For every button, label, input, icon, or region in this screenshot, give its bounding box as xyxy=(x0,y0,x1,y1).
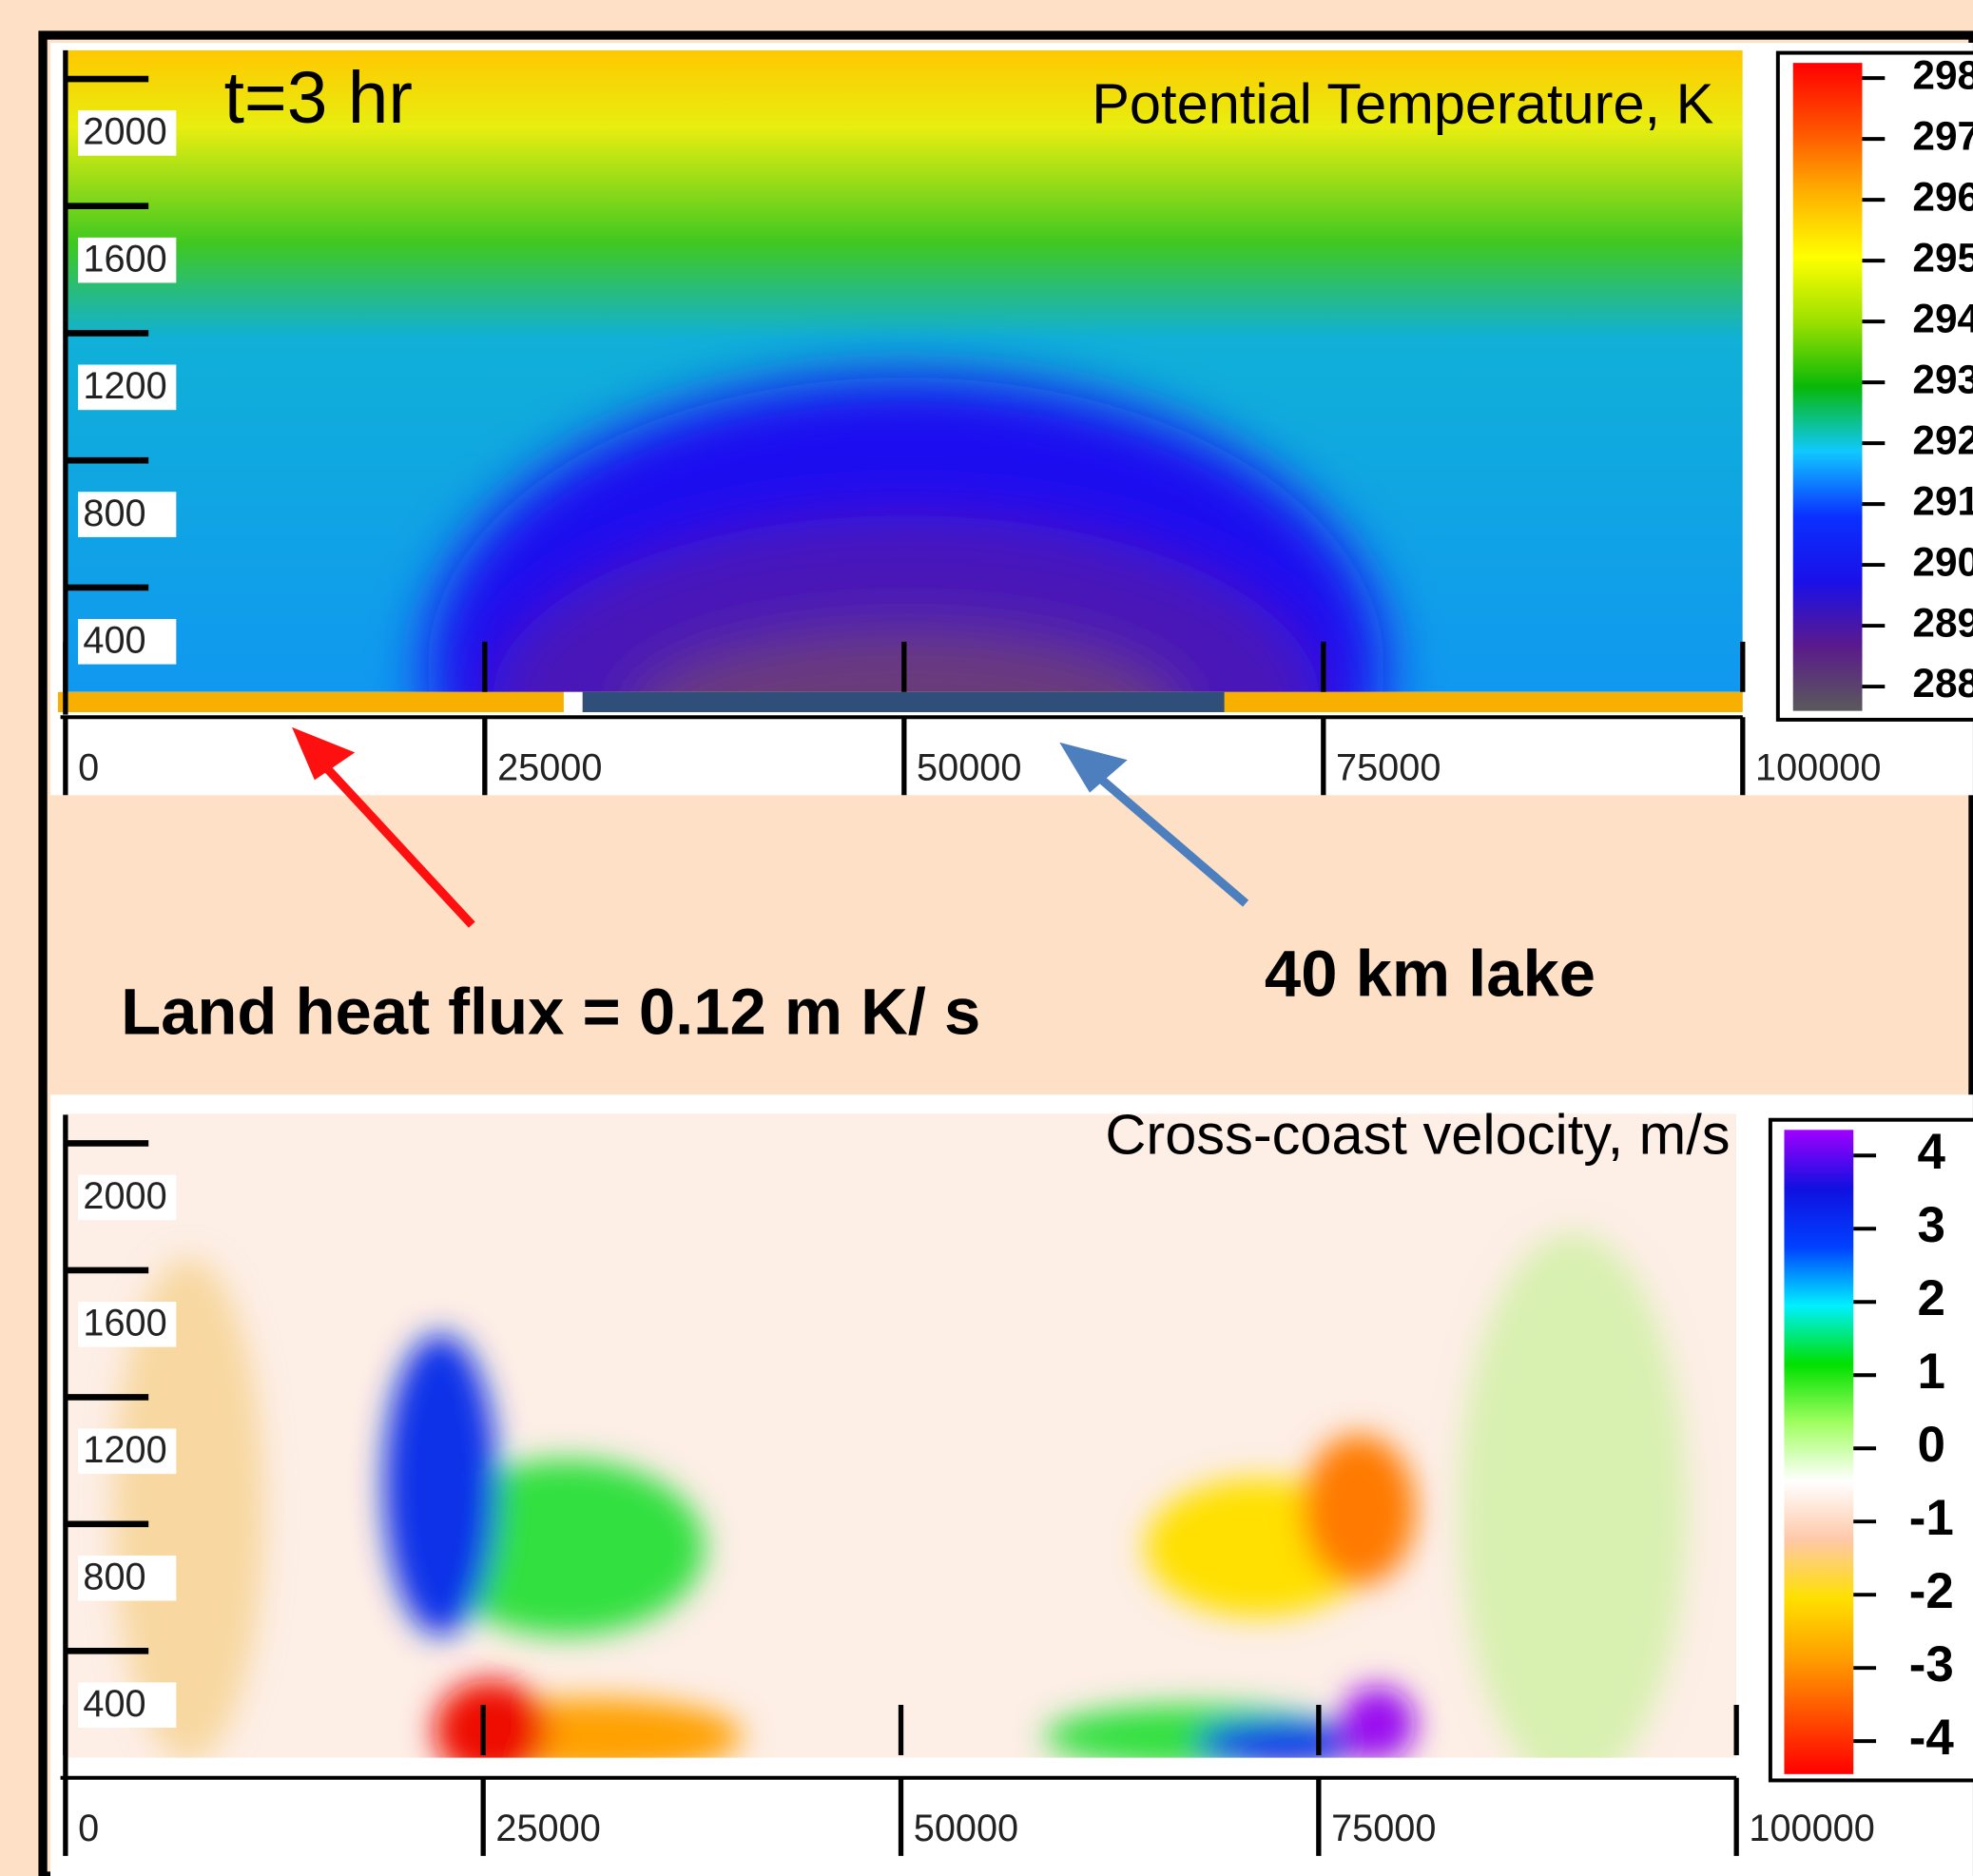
x-tick-label: 25000 xyxy=(497,746,602,788)
colorbar-label: 296 xyxy=(1912,174,1973,219)
field-bottom xyxy=(65,1113,1737,1758)
y-tick-label-bg xyxy=(78,1174,177,1221)
time-label: t=3 hr xyxy=(224,58,413,139)
colorbar-label: 292 xyxy=(1912,417,1973,462)
colorbar-label: 289 xyxy=(1912,600,1973,645)
chart-title: Cross-coast velocity, m/s xyxy=(1105,1102,1730,1166)
colorbar-label: -3 xyxy=(1909,1636,1954,1692)
x-tick-label: 50000 xyxy=(917,746,1021,788)
y-tick-label: 1200 xyxy=(83,1429,166,1471)
y-tick-label-bg xyxy=(78,1428,177,1475)
y-tick-label-bg xyxy=(78,1555,177,1601)
x-tick-label: 75000 xyxy=(1331,1808,1436,1849)
colorbar-label: 2 xyxy=(1918,1270,1945,1326)
y-tick-label: 2000 xyxy=(83,111,166,153)
lake-surface xyxy=(582,691,1225,712)
colorbar xyxy=(1784,1130,1854,1774)
x-tick-label: 100000 xyxy=(1749,1808,1874,1849)
y-tick-label-bg xyxy=(78,492,177,537)
y-tick-label: 2000 xyxy=(83,1175,166,1217)
annotation: Land heat flux = 0.12 m K/ s xyxy=(121,975,980,1048)
x-tick-label: 50000 xyxy=(914,1808,1018,1849)
y-tick-label: 400 xyxy=(83,620,145,662)
colorbar-label: -1 xyxy=(1909,1490,1954,1546)
field-top xyxy=(65,49,1743,692)
y-tick-label: 800 xyxy=(83,1557,145,1598)
y-tick-label: 1600 xyxy=(83,1303,166,1344)
colorbar-label: 293 xyxy=(1912,357,1973,401)
chart-title: Potential Temperature, K xyxy=(1092,72,1713,136)
colorbar-label: 295 xyxy=(1912,235,1973,280)
x-tick-label: 0 xyxy=(78,746,99,788)
colorbar-label: -2 xyxy=(1909,1563,1954,1619)
colorbar-label: 294 xyxy=(1912,296,1973,340)
colorbar-label: 1 xyxy=(1918,1344,1945,1400)
y-tick-label-bg xyxy=(78,237,177,283)
y-tick-label: 1600 xyxy=(83,238,166,280)
y-tick-label-bg xyxy=(78,618,177,665)
colorbar-label: 4 xyxy=(1918,1124,1946,1180)
y-tick-label: 400 xyxy=(83,1683,145,1725)
y-tick-label-bg xyxy=(78,110,177,156)
y-tick-label-bg xyxy=(78,1301,177,1347)
coast-gap xyxy=(563,691,583,712)
colorbar-label: 291 xyxy=(1912,478,1973,523)
colorbar-label: 0 xyxy=(1918,1417,1945,1473)
colorbar-label: 288 xyxy=(1912,661,1973,706)
y-tick-label: 1200 xyxy=(83,365,166,407)
annotation: 40 km lake xyxy=(1265,938,1596,1011)
colorbar xyxy=(1792,63,1863,711)
x-tick-label: 0 xyxy=(78,1808,99,1849)
colorbar-label: 290 xyxy=(1912,539,1973,584)
arrows xyxy=(292,726,1249,928)
y-tick-label-bg xyxy=(78,1682,177,1729)
colorbar-label: 3 xyxy=(1918,1197,1945,1253)
x-tick-label: 25000 xyxy=(495,1808,600,1849)
y-tick-label: 800 xyxy=(83,493,145,534)
x-tick-label: 100000 xyxy=(1755,746,1881,788)
colorbar-label: -4 xyxy=(1909,1710,1955,1766)
colorbar-label: 297 xyxy=(1912,113,1973,158)
colorbar-label: 298 xyxy=(1912,52,1973,97)
x-tick-label: 75000 xyxy=(1336,746,1441,788)
y-tick-label-bg xyxy=(78,364,177,411)
